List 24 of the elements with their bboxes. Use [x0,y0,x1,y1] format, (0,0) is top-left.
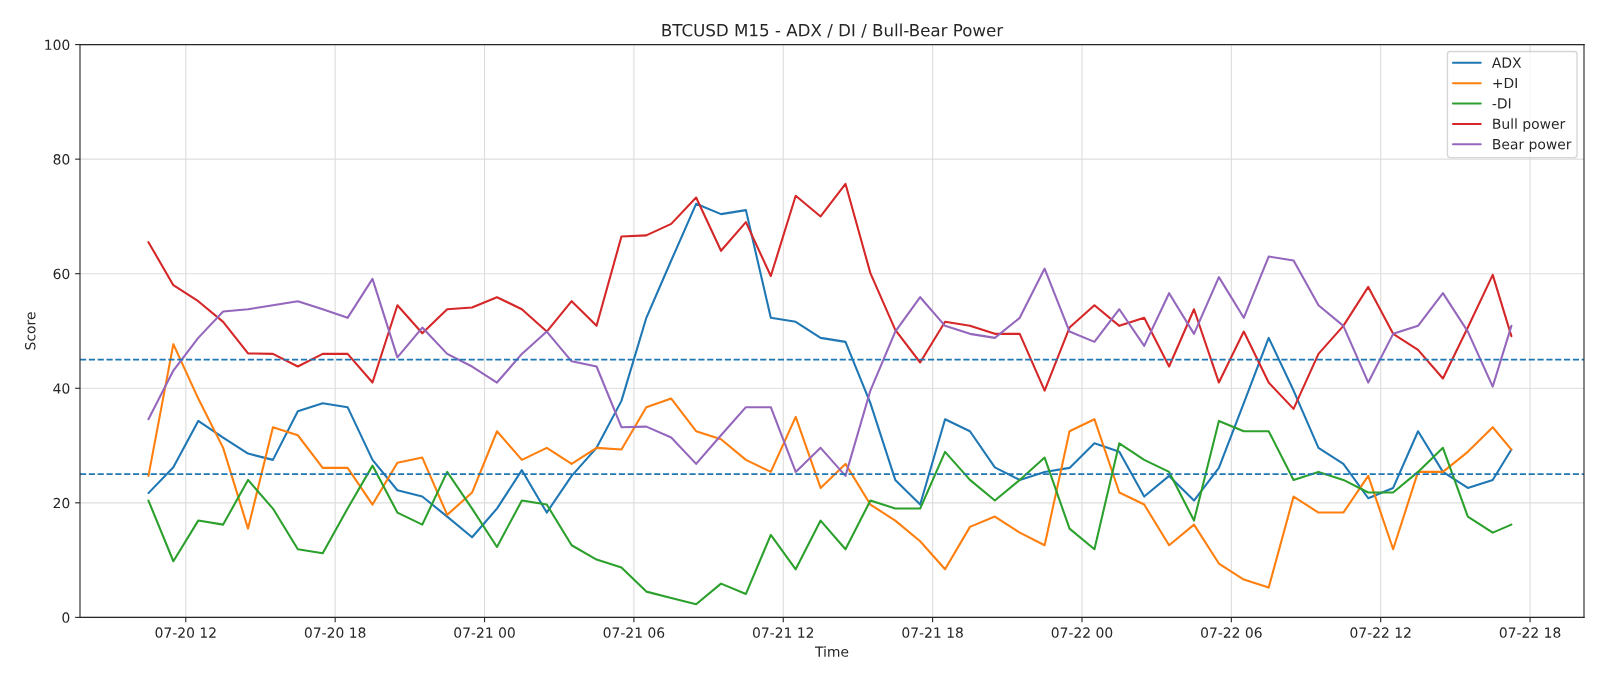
x-tick-label: 07-21 18 [902,627,963,638]
y-axis-title: Score [25,312,36,350]
y-tick-label: 40 [53,383,70,394]
y-tick-label: 20 [53,497,70,509]
x-tick-label: 07-21 00 [454,627,515,638]
x-tick-label: 07-20 12 [155,627,216,638]
x-tick-label: 07-20 18 [304,627,366,638]
y-tick-label: 60 [53,268,70,280]
x-tick-label: 07-21 06 [603,627,665,638]
x-tick-label: 07-21 12 [752,627,814,638]
legend-label: Bull power [1493,118,1566,132]
legend-label: -DI [1492,98,1511,109]
y-tick-label: 0 [62,612,70,623]
legend-label: +DI [1493,77,1517,89]
y-tick-label: 100 [45,39,70,51]
x-axis-title: Time [814,646,849,657]
x-tick-label: 07-22 18 [1499,627,1561,638]
x-tick-label: 07-22 06 [1201,627,1262,638]
legend-label: ADX [1491,57,1522,68]
legend-label: Bear power [1493,139,1572,153]
chart-title: BTCUSD M15 - ADX / DI / Bull-Bear Power [662,23,1004,38]
x-tick-label: 07-22 00 [1051,627,1113,638]
y-tick-label: 80 [53,154,70,165]
x-tick-label: 07-22 12 [1350,627,1411,638]
